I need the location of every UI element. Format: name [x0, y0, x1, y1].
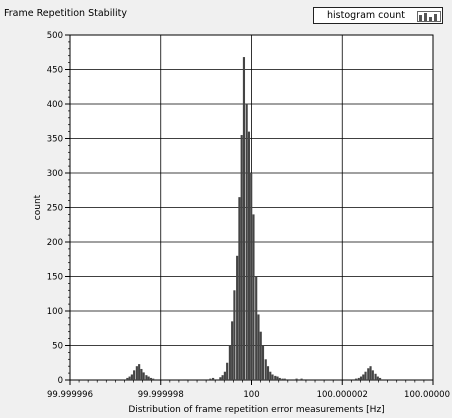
histogram-bar — [274, 375, 277, 380]
histogram-bar — [354, 378, 358, 380]
histogram-bar — [233, 290, 236, 380]
histogram-bar — [154, 379, 157, 380]
histogram-bar — [255, 276, 258, 380]
y-tick-label: 350 — [47, 135, 63, 145]
histogram-bar — [140, 368, 143, 380]
y-tick-label: 450 — [47, 66, 63, 76]
y-tick-label: 250 — [47, 204, 63, 214]
histogram-bar — [271, 374, 274, 380]
histogram-bar — [276, 376, 279, 380]
histogram-bar — [223, 371, 226, 380]
histogram-bar — [147, 376, 150, 380]
histogram-bar — [376, 376, 379, 380]
x-axis-title: Distribution of frame repetition error m… — [128, 405, 384, 415]
histogram-bar — [242, 57, 246, 381]
histogram-bar — [149, 377, 153, 380]
histogram-bar — [133, 370, 136, 380]
x-tick-label: 100.000002 — [317, 390, 368, 400]
histogram-bar — [278, 377, 281, 380]
y-tick-label: 300 — [47, 169, 63, 179]
y-tick-label: 500 — [47, 31, 63, 41]
histogram-bar — [285, 379, 289, 380]
histogram-bar — [228, 345, 231, 380]
y-tick-label: 200 — [47, 238, 63, 248]
histogram-bar — [367, 368, 370, 380]
y-axis: 0 50 100 150 200 250 300 350 400 450 500 — [47, 31, 70, 386]
histogram-bar — [297, 379, 300, 380]
histogram-bar — [238, 197, 241, 380]
x-tick-label: 100.00000 — [404, 390, 450, 400]
histogram-bar — [295, 378, 298, 380]
legend-label: histogram count — [327, 10, 405, 21]
x-tick-label: 100 — [243, 390, 259, 400]
histogram-bar — [283, 378, 286, 380]
legend[interactable]: histogram count — [313, 7, 443, 24]
y-axis-title: count — [33, 194, 43, 220]
histogram-bar — [281, 378, 284, 380]
histogram-bars — [126, 57, 382, 381]
y-tick-label: 150 — [47, 273, 63, 283]
histogram-bar — [357, 377, 360, 380]
y-tick-label: 50 — [52, 342, 63, 352]
x-tick-label: 99.999998 — [138, 390, 184, 400]
histogram-bar — [226, 362, 229, 380]
histogram-bar — [128, 376, 131, 380]
histogram-bar — [364, 371, 367, 380]
histogram-bar — [185, 379, 188, 380]
y-tick-label: 400 — [47, 100, 63, 110]
histogram-bar — [183, 379, 186, 380]
histogram-bar — [359, 376, 363, 380]
histogram-bar — [362, 374, 365, 380]
histogram-bar — [135, 366, 138, 380]
histogram-bar — [209, 378, 212, 380]
x-axis: 99.999996 99.999998 100 100.000002 100.00000 — [47, 380, 450, 400]
histogram-bar — [250, 173, 253, 380]
histogram-bar — [231, 321, 234, 380]
histogram-bar — [269, 371, 272, 380]
chart-title: Frame Repetition Stability — [4, 8, 127, 19]
histogram-bar — [261, 345, 265, 380]
histogram-bar — [371, 370, 374, 380]
histogram-bar — [145, 375, 148, 380]
histogram-bar — [219, 377, 222, 380]
histogram-bar — [379, 377, 382, 380]
histogram-bar — [252, 214, 255, 380]
histogram-bar — [240, 135, 243, 380]
histogram-bar — [142, 372, 145, 380]
histogram-bar — [126, 377, 129, 380]
histogram-bar — [266, 366, 270, 380]
histogram-bar — [302, 379, 305, 380]
legend-swatch-icon[interactable] — [417, 11, 441, 22]
y-tick-label: 0 — [58, 376, 63, 386]
y-tick-label: 100 — [47, 307, 63, 317]
histogram-bar — [152, 378, 155, 380]
histogram-bar — [245, 104, 248, 380]
histogram-bar — [374, 373, 377, 380]
histogram-bar — [221, 375, 224, 380]
x-tick-label: 99.999996 — [47, 390, 93, 400]
histogram-bar — [259, 331, 262, 380]
histogram-bar — [207, 379, 210, 380]
histogram-bar — [236, 255, 239, 380]
histogram-bar — [257, 314, 260, 380]
histogram-bar — [130, 374, 133, 380]
histogram-bar — [247, 131, 251, 380]
histogram-bar — [264, 359, 267, 380]
histogram-bar — [369, 366, 372, 380]
histogram-bar — [138, 364, 141, 380]
histogram-bar — [212, 377, 215, 380]
histogram-bar — [300, 378, 303, 380]
histogram-bar — [305, 379, 308, 380]
